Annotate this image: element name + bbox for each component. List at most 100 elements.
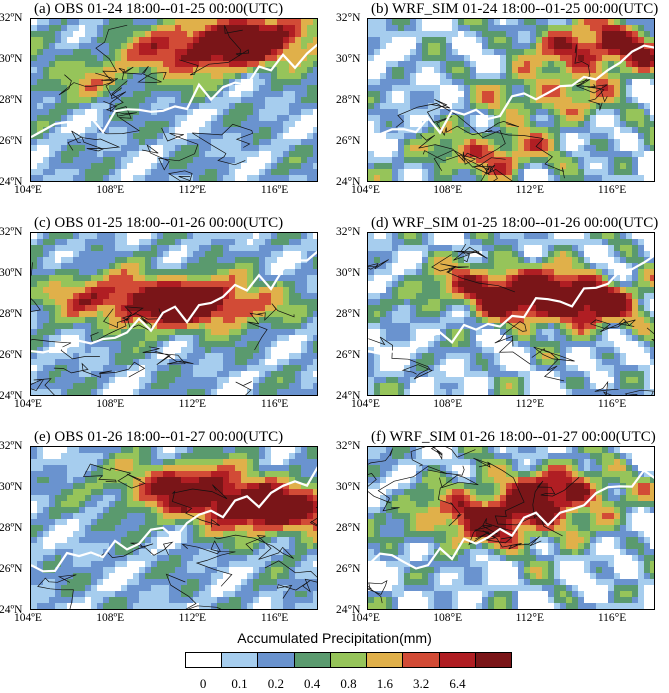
grid-cell <box>247 19 254 26</box>
grid-cell <box>482 341 489 348</box>
grid-cell <box>241 157 248 164</box>
grid-cell <box>223 395 230 396</box>
province-boundary <box>53 361 146 378</box>
grid-cell <box>205 73 212 80</box>
grid-cell <box>572 329 579 336</box>
grid-cell <box>416 233 423 240</box>
grid-cell <box>235 269 242 276</box>
grid-cell <box>175 395 182 396</box>
grid-cell <box>572 293 579 300</box>
grid-cell <box>392 73 399 80</box>
grid-cell <box>97 133 104 140</box>
grid-cell <box>85 263 92 270</box>
grid-cell <box>187 287 194 294</box>
grid-cell <box>199 67 206 74</box>
grid-cell <box>644 239 651 246</box>
grid-cell <box>542 323 549 330</box>
grid-cell <box>151 293 158 300</box>
grid-cell <box>133 383 140 390</box>
grid-cell <box>548 133 555 140</box>
grid-cell <box>157 377 164 384</box>
grid-cell <box>650 103 654 110</box>
grid-cell <box>313 73 317 80</box>
grid-cell <box>584 115 591 122</box>
grid-cell <box>301 139 308 146</box>
grid-cell <box>205 91 212 98</box>
grid-cell <box>458 19 465 26</box>
grid-cell <box>199 245 206 252</box>
grid-cell <box>620 275 627 282</box>
grid-cell <box>416 305 423 312</box>
grid-cell <box>488 85 495 92</box>
grid-cell <box>458 323 465 330</box>
grid-cell <box>608 97 615 104</box>
grid-cell <box>440 31 447 38</box>
grid-cell <box>127 389 134 395</box>
grid-cell <box>500 263 507 270</box>
grid-cell <box>476 341 483 348</box>
grid-cell <box>301 25 308 32</box>
grid-cell <box>91 97 98 104</box>
grid-cell <box>428 163 435 170</box>
grid-cell <box>175 251 182 258</box>
grid-cell <box>181 305 188 312</box>
grid-cell <box>85 359 92 366</box>
grid-cell <box>614 287 621 294</box>
grid-cell <box>67 341 74 348</box>
grid-cell <box>626 25 633 32</box>
grid-cell <box>229 19 236 26</box>
grid-cell <box>458 169 465 176</box>
grid-cell <box>572 233 579 240</box>
grid-cell <box>157 49 164 56</box>
grid-cell <box>133 43 140 50</box>
grid-cell <box>482 257 489 264</box>
grid-cell <box>181 91 188 98</box>
grid-cell <box>157 43 164 50</box>
grid-cell <box>73 359 80 366</box>
grid-cell <box>217 251 224 258</box>
grid-cell <box>289 169 296 176</box>
grid-cell <box>584 251 591 258</box>
grid-cell <box>440 181 447 182</box>
grid-cell <box>217 109 224 116</box>
grid-cell <box>428 133 435 140</box>
grid-cell <box>301 109 308 116</box>
grid-cell <box>241 103 248 110</box>
grid-cell <box>199 299 206 306</box>
grid-cell <box>608 91 615 98</box>
grid-cell <box>392 43 399 50</box>
grid-cell <box>410 239 417 246</box>
grid-cell <box>133 37 140 44</box>
grid-cell <box>43 55 50 62</box>
grid-cell <box>283 97 290 104</box>
grid-cell <box>139 169 146 176</box>
grid-cell <box>67 151 74 158</box>
grid-cell <box>638 281 645 288</box>
grid-cell <box>133 389 140 395</box>
grid-cell <box>73 341 80 348</box>
grid-cell <box>536 109 543 116</box>
grid-cell <box>43 85 50 92</box>
grid-cell <box>566 121 573 128</box>
y-tick-label: 26ºN <box>0 135 23 147</box>
grid-cell <box>476 257 483 264</box>
grid-cell <box>79 359 86 366</box>
grid-cell <box>223 133 230 140</box>
grid-cell <box>410 263 417 270</box>
grid-cell <box>620 169 627 176</box>
grid-cell <box>121 359 128 366</box>
grid-cell <box>49 61 56 68</box>
grid-cell <box>55 275 62 282</box>
grid-cell <box>253 133 260 140</box>
grid-cell <box>572 305 579 312</box>
grid-cell <box>578 91 585 98</box>
grid-cell <box>271 31 278 38</box>
grid-cell <box>374 239 381 246</box>
grid-cell <box>368 55 375 62</box>
grid-cell <box>271 181 278 182</box>
grid-cell <box>121 97 128 104</box>
grid-cell <box>37 341 44 348</box>
grid-cell <box>602 55 609 62</box>
grid-cell <box>139 121 146 128</box>
grid-cell <box>187 127 194 134</box>
